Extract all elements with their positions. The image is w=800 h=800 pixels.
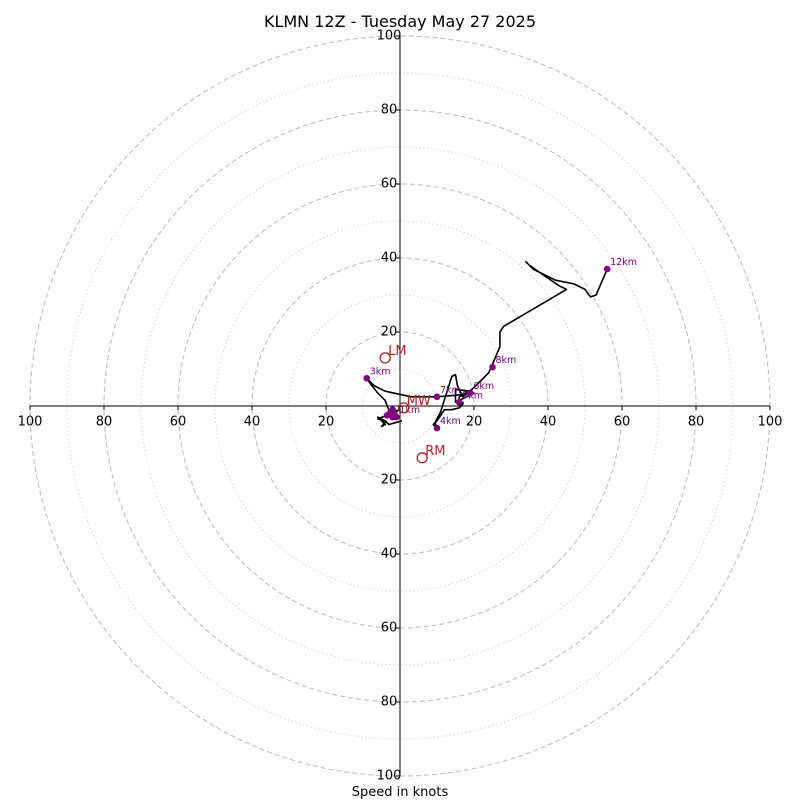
- x-tick-label: 20: [318, 415, 335, 430]
- y-tick-label: 40: [381, 251, 398, 266]
- y-tick-label: 20: [381, 325, 398, 340]
- x-tick-label: 60: [614, 415, 631, 430]
- height-point: [393, 413, 400, 421]
- x-tick-label: 100: [758, 415, 783, 430]
- height-point: [455, 399, 463, 406]
- height-label: 12km: [610, 257, 637, 268]
- axes: [30, 36, 770, 776]
- x-tick-label: 20: [466, 415, 483, 430]
- height-point: [603, 265, 611, 273]
- y-tick-label: 100: [377, 769, 402, 784]
- x-axis-label: Speed in knots: [352, 785, 449, 800]
- height-point: [363, 374, 371, 382]
- x-tick-label: 40: [244, 415, 261, 430]
- storm-motion-label: MW: [407, 394, 431, 409]
- storm-motion-label: LM: [388, 344, 406, 359]
- storm-motion-markers: LM RM MW: [379, 344, 445, 464]
- height-label: 3km: [370, 366, 391, 377]
- height-label: 8km: [496, 355, 517, 366]
- y-tick-label: 100: [377, 29, 402, 44]
- storm-motion-marker: [398, 402, 410, 414]
- x-tick-label: 80: [96, 415, 113, 430]
- tick-labels: 100 80 60 40 20 20 40 60 80 100 100 80 60 40 20 20 40 60 8…: [18, 29, 783, 784]
- height-label: 5km: [462, 390, 483, 401]
- y-tick-label: 80: [381, 103, 398, 118]
- storm-motion-marker: [379, 352, 391, 364]
- height-point: [383, 411, 391, 419]
- height-point: [489, 363, 496, 371]
- y-tick-label: 40: [381, 547, 398, 562]
- height-label: 1km: [399, 405, 420, 416]
- y-tick-label: 60: [381, 621, 398, 636]
- x-tick-label: 100: [18, 415, 43, 430]
- height-label: 7km: [440, 385, 461, 396]
- x-tick-label: 80: [688, 415, 705, 430]
- x-tick-label: 40: [540, 415, 557, 430]
- height-point: [433, 393, 441, 401]
- height-point: [389, 406, 396, 414]
- x-tick-label: 60: [170, 415, 187, 430]
- y-tick-label: 60: [381, 177, 398, 192]
- storm-motion-label: RM: [425, 444, 445, 459]
- height-label: 6km: [473, 381, 494, 392]
- storm-motion-marker: [416, 452, 428, 464]
- chart-title: KLMN 12Z - Tuesday May 27 2025: [264, 12, 536, 31]
- height-label: 4km: [440, 416, 461, 427]
- height-point: [433, 424, 441, 432]
- height-point: [467, 389, 474, 397]
- y-tick-label: 20: [381, 473, 398, 488]
- y-tick-label: 80: [381, 695, 398, 710]
